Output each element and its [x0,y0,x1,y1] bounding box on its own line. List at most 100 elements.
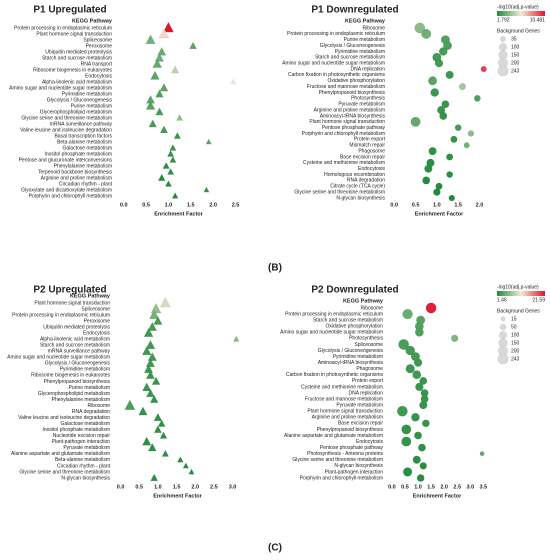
category-label: Starch and sucrose metabolism [42,55,112,61]
point [155,89,164,98]
size-label: 243 [511,68,520,74]
point [441,100,450,109]
point [155,107,164,116]
figure-label: (B) [268,263,282,274]
point [153,412,163,422]
category-label: Pyrimidine metabolism [60,367,110,373]
axis-title: KEGG Pathway [70,293,111,299]
category-label: Starch and sucrose metabolism [315,55,385,61]
x-tick-label: 0.0 [388,484,396,490]
category-label: Amino sugar and nucleotide sugar metabol… [282,61,385,67]
point [416,474,425,482]
point [146,388,155,397]
point [188,468,195,475]
point [422,419,430,428]
point [153,425,162,433]
category-label: Plant hormone signal transduction [34,300,110,306]
category-label: Alpha-linolenic acid metabolism [40,337,110,343]
point [474,95,481,102]
x-tick-label: 3.0 [466,484,474,490]
axis-title: KEGG Pathway [345,18,386,24]
category-label: Phenylalanine metabolism [54,163,112,169]
color-max: 10.481 [530,17,546,23]
category-label: Arginine and proline metabolism [312,415,383,421]
category-label: Pyruvate metabolism [338,102,385,108]
legend-title: -log10(adj.p-value) [497,4,539,10]
category-label: Phagosome [356,366,383,372]
category-label: Glycine serine and threonine metabolism [294,189,385,195]
point [169,144,177,151]
point [145,34,156,45]
x-tick-label: 2.5 [210,484,218,490]
legend-title: -log10(adj.p-value) [497,284,539,290]
panel-title: P2 Upregulated [33,285,106,296]
category-label: Protein processing in endoplasmic reticu… [287,31,385,37]
category-label: Galactose metabolism [63,145,112,151]
point [182,462,190,469]
point [424,164,433,173]
point [402,308,413,320]
size-key [499,331,507,339]
category-label: Amino sugar and nucleotide sugar metabol… [280,330,383,336]
category-label: Arginine and proline metabolism [314,107,385,113]
x-axis-title: Enrichment Factor [413,493,462,499]
category-label: Citrate cycle (TCA cycle) [330,184,385,190]
size-label: 50 [511,324,517,330]
x-tick-label: 0.5 [135,484,143,490]
category-label: Pyrimidine metabolism [62,91,112,97]
point [421,28,432,39]
category-label: Glycine serine and threonine metabolism [292,457,383,463]
point [448,194,455,202]
x-tick-label: 0.0 [120,202,128,208]
point [145,370,155,379]
x-tick-label: 2.0 [209,202,217,208]
category-label: Protein processing in endoplasmic reticu… [12,312,110,318]
category-label: Purine metabolism [69,385,110,391]
point [177,456,184,463]
point [397,405,408,417]
point [147,352,157,361]
point [479,451,485,457]
point [150,303,162,314]
category-label: Valine leucine and isoleucine degradatio… [18,415,110,421]
category-label: Photosynthesis - Antenna proteins [307,451,383,457]
category-label: Starch and sucrose metabolism [313,317,383,323]
point [145,358,156,367]
category-label: Homologous recombination [324,172,385,178]
category-label: Protein export [352,378,384,384]
category-label: Arginine and proline metabolism [41,175,112,181]
point [161,449,169,457]
category-label: Spliceosome [81,306,110,312]
category-label: Cysteine and methionine metabolism [301,384,383,390]
x-tick-label: 2.5 [232,202,240,208]
category-label: Pyruvate metabolism [336,402,383,408]
legend-title: Background Genes [497,28,540,34]
point [405,345,416,356]
category-label: Glycerophospholipid metabolism [40,109,112,115]
color-min: 1.792 [497,17,510,23]
category-label: Inositol phosphate metabolism [44,151,112,157]
point [450,334,459,343]
point [415,382,424,392]
point [167,168,175,175]
category-label: Carbon fixation in photosynthetic organi… [286,372,383,378]
point [446,171,453,178]
point [414,22,426,34]
color-max: 21.59 [532,297,545,303]
category-label: Pyrimidine metabolism [333,354,383,360]
category-label: N-glycan biosynthesis [336,195,385,201]
point [145,339,156,350]
point [446,153,454,161]
category-label: RNA transport [81,61,113,67]
category-label: Basal transcription factors [54,133,112,139]
size-label: 15 [511,316,517,322]
point [439,112,448,120]
category-label: Oxidative phosphorylation [327,78,385,84]
point [153,316,163,325]
category-label: Glycolysis / Gluconeogenesis [318,348,384,354]
point [412,455,421,464]
point [176,114,184,121]
x-tick-label: 1.0 [154,484,162,490]
x-tick-label: 0.5 [401,484,409,490]
